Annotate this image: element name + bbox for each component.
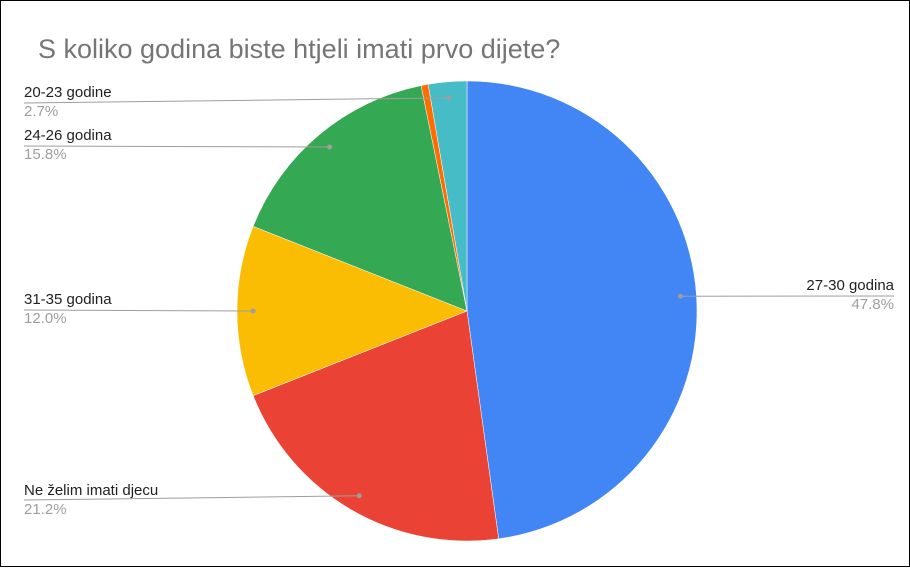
leader-line	[24, 146, 330, 147]
slice-label: 27-30 godina	[806, 277, 894, 294]
leader-dot	[446, 95, 451, 100]
slice-label: 20-23 godine	[24, 84, 112, 101]
leader-dot	[327, 145, 332, 150]
slice-label: 31-35 godina	[24, 291, 112, 308]
slice-value-label: 2.7%	[24, 103, 58, 120]
slice-label: 24-26 godina	[24, 127, 112, 144]
slice-value-label: 12.0%	[24, 310, 67, 327]
slice-value-label: 47.8%	[851, 296, 894, 313]
leader-dot	[357, 493, 362, 498]
pie-slice-27-30-godina	[467, 81, 697, 539]
slice-value-label: 15.8%	[24, 146, 67, 163]
leader-dot	[251, 309, 256, 314]
chart-title: S koliko godina biste htjeli imati prvo …	[38, 34, 560, 64]
leader-dot	[678, 294, 683, 299]
slice-label: Ne želim imati djecu	[24, 482, 158, 499]
slice-value-label: 21.2%	[24, 501, 67, 518]
